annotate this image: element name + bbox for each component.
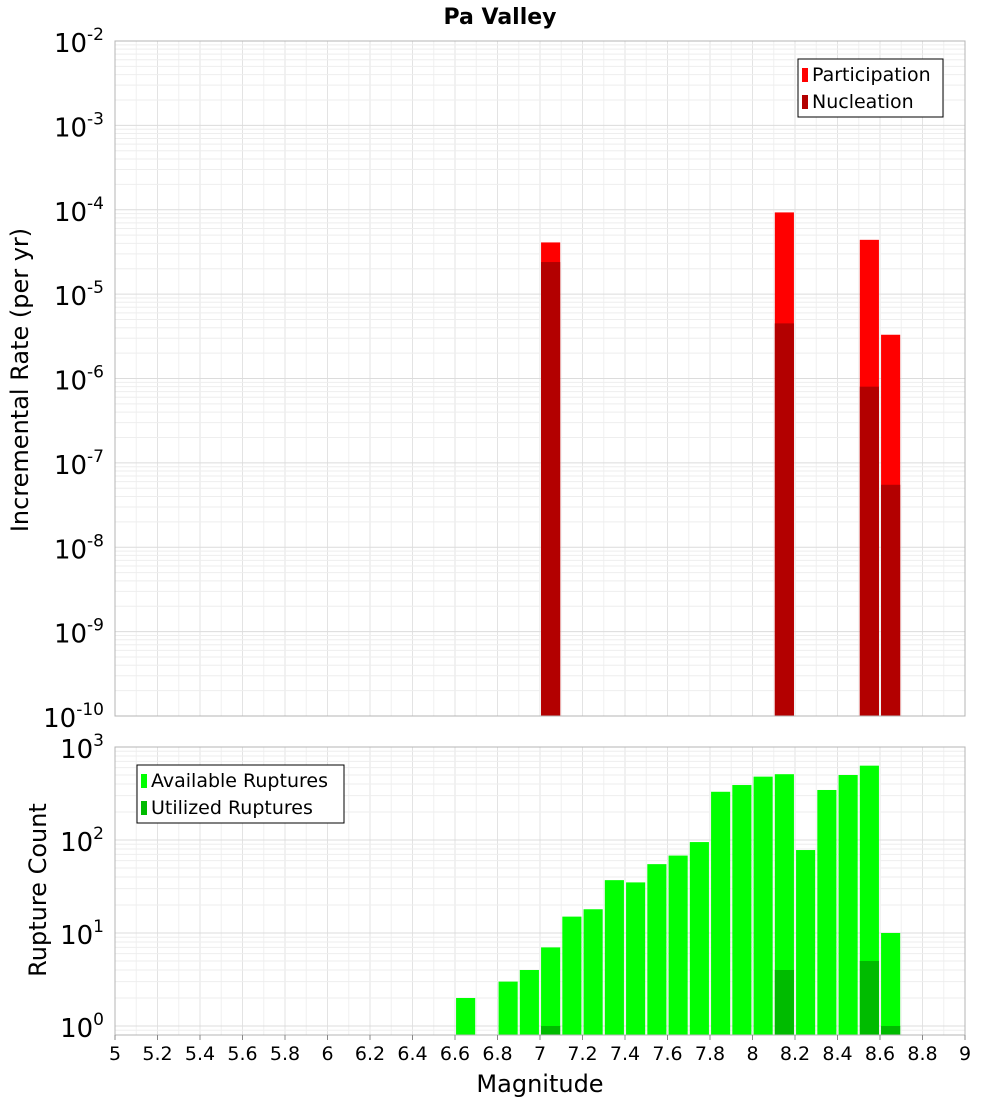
- bottom-legend-swatch: [141, 774, 147, 788]
- top-legend-swatch: [802, 68, 808, 82]
- bottom-bar-primary: [753, 776, 773, 1035]
- top-legend-label: Nucleation: [812, 91, 914, 113]
- x-tick-label: 6.2: [355, 1043, 385, 1065]
- top-plot-frame: [114, 40, 966, 717]
- bottom-y-tick-label: 103: [60, 731, 104, 765]
- bottom-bar-primary: [626, 882, 646, 1035]
- bottom-bar-primary: [881, 932, 901, 1035]
- top-y-tick-label: 10-6: [54, 363, 104, 397]
- bottom-y-tick-label: 100: [60, 1010, 104, 1044]
- x-tick-label: 9: [959, 1043, 971, 1065]
- bottom-legend-box: [136, 764, 345, 824]
- x-tick-label: 8: [746, 1043, 758, 1065]
- x-tick-label: 7.4: [610, 1043, 640, 1065]
- bottom-bar-primary: [774, 774, 794, 1035]
- x-tick-label: 7.8: [695, 1043, 725, 1065]
- bottom-y-tick-label: 102: [60, 824, 104, 858]
- top-y-tick-label: 10-8: [54, 531, 104, 565]
- bottom-bar-primary: [817, 789, 837, 1035]
- bottom-bar-primary: [604, 880, 624, 1035]
- bottom-bar-primary: [711, 791, 731, 1035]
- x-tick-label: 5.2: [142, 1043, 172, 1065]
- top-y-tick-label: 10-5: [54, 278, 104, 312]
- bottom-bar-primary: [519, 969, 539, 1035]
- bottom-bar-primary: [562, 916, 582, 1035]
- bottom-y-axis-label: Rupture Count: [24, 803, 52, 977]
- top-legend-swatch: [802, 95, 808, 109]
- bottom-bar-primary: [541, 947, 561, 1035]
- top-y-tick-label: 10-3: [54, 109, 104, 143]
- bottom-bar-secondary: [774, 969, 794, 1035]
- top-y-tick-label: 10-9: [54, 616, 104, 650]
- bottom-bar-primary: [796, 850, 816, 1035]
- x-tick-label: 5.8: [270, 1043, 300, 1065]
- top-y-tick-label: 10-2: [54, 25, 104, 59]
- bottom-bar-primary: [689, 842, 709, 1035]
- chart-title: Pa Valley: [443, 5, 556, 30]
- x-tick-label: 6.8: [482, 1043, 512, 1065]
- top-y-tick-label: 10-10: [43, 700, 104, 734]
- bottom-legend-label: Utilized Ruptures: [151, 797, 313, 819]
- x-tick-label: 8.8: [907, 1043, 937, 1065]
- x-axis-label: Magnitude: [476, 1070, 603, 1098]
- x-tick-label: 6.6: [440, 1043, 470, 1065]
- bottom-legend-label: Available Ruptures: [151, 770, 328, 792]
- x-tick-label: 8.6: [865, 1043, 895, 1065]
- top-bar-secondary: [774, 323, 794, 716]
- bottom-bar-secondary: [881, 1025, 901, 1035]
- top-bar-secondary: [541, 262, 561, 716]
- x-tick-label: 7: [534, 1043, 546, 1065]
- bottom-y-tick-label: 101: [60, 917, 104, 951]
- x-tick-label: 7.2: [567, 1043, 597, 1065]
- bottom-bar-primary: [668, 855, 688, 1035]
- bottom-bar-secondary: [859, 960, 879, 1035]
- bottom-bar-primary: [647, 864, 667, 1035]
- bottom-bar-primary: [732, 785, 752, 1035]
- x-tick-label: 6.4: [397, 1043, 427, 1065]
- top-legend-box: [797, 58, 944, 118]
- top-y-axis-label: Incremental Rate (per yr): [6, 228, 34, 532]
- bottom-legend-swatch: [141, 801, 147, 815]
- x-tick-label: 5.6: [227, 1043, 257, 1065]
- bottom-bar-primary: [838, 774, 858, 1035]
- top-legend-label: Participation: [812, 64, 931, 86]
- bottom-bar-primary: [498, 981, 518, 1035]
- top-bar-secondary: [859, 386, 879, 716]
- bottom-bar-primary: [583, 909, 603, 1035]
- top-bar-secondary: [881, 484, 901, 716]
- x-tick-label: 5.4: [185, 1043, 215, 1065]
- x-tick-label: 8.2: [780, 1043, 810, 1065]
- top-legend: Participation Nucleation: [797, 58, 944, 118]
- x-tick-label: 5: [109, 1043, 121, 1065]
- bottom-legend: Available Ruptures Utilized Ruptures: [136, 764, 345, 824]
- x-tick-label: 6: [321, 1043, 333, 1065]
- x-tick-label: 7.6: [652, 1043, 682, 1065]
- top-y-tick-label: 10-7: [54, 447, 104, 481]
- top-y-tick-label: 10-4: [54, 194, 104, 228]
- bottom-bar-primary: [456, 997, 476, 1035]
- x-tick-label: 8.4: [822, 1043, 852, 1065]
- bottom-bar-secondary: [541, 1025, 561, 1035]
